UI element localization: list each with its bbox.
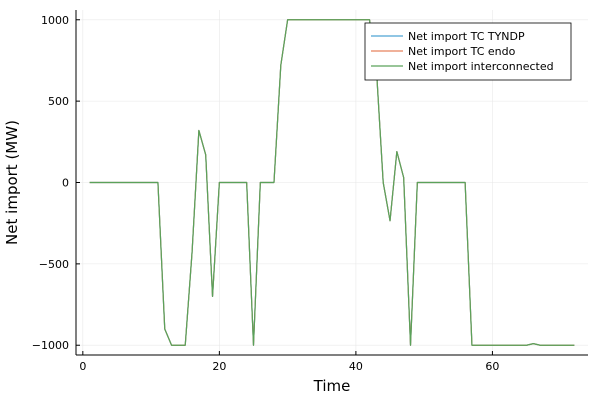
x-tick-label: 40 [349,360,363,373]
y-tick-label: −1000 [32,339,69,352]
x-tick-label: 60 [485,360,499,373]
series-lines [89,19,575,346]
x-tick-label: 0 [79,360,86,373]
y-tick-label: −500 [39,258,69,271]
y-tick-label: 0 [62,177,69,190]
tick-labels: 0 20 40 60 −1000 −500 0 500 1000 [32,14,500,373]
x-axis-label: Time [313,377,351,395]
y-tick-label: 1000 [41,14,69,27]
legend-label-2: Net import interconnected [408,60,554,73]
series-line-2 [89,19,575,346]
legend-box [364,22,572,81]
x-tick-label: 20 [212,360,226,373]
legend: Net import TC TYNDP Net import TC endo Net… [364,22,572,81]
legend-label-0: Net import TC TYNDP [408,30,525,43]
y-tick-label: 500 [48,95,69,108]
legend-label-1: Net import TC endo [408,45,516,58]
y-axis-label: Net import (MW) [3,120,21,245]
axes [75,10,588,356]
